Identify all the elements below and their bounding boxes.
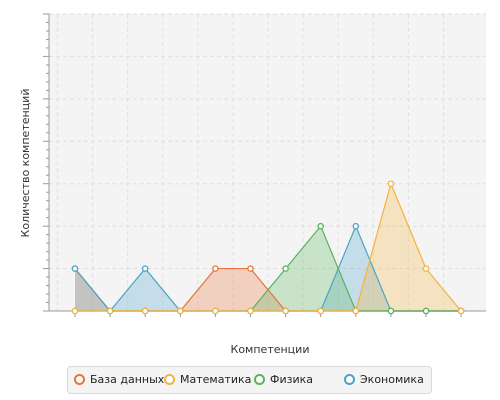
data-point xyxy=(212,265,219,272)
legend-label: Математика xyxy=(180,373,252,386)
legend-marker xyxy=(74,374,85,385)
data-point xyxy=(71,307,79,315)
legend-marker xyxy=(164,374,175,385)
data-point xyxy=(247,307,254,315)
data-point xyxy=(352,307,360,315)
data-point xyxy=(317,222,324,230)
y-axis-title: Количество компетенций xyxy=(19,89,32,238)
data-point xyxy=(422,307,430,315)
data-point xyxy=(282,307,289,315)
legend-marker xyxy=(344,374,355,385)
series-layer xyxy=(71,180,465,315)
x-axis-title: Компетенции xyxy=(231,343,310,356)
data-point xyxy=(177,307,184,315)
series-area xyxy=(75,226,462,311)
plot-background xyxy=(49,14,486,311)
data-point xyxy=(71,265,79,272)
data-point xyxy=(106,307,114,315)
legend-label: Экономика xyxy=(360,373,424,386)
grid xyxy=(49,13,486,311)
legend-item-physics[interactable]: Физика xyxy=(254,373,313,386)
legend-marker xyxy=(254,374,265,385)
data-point xyxy=(387,307,395,315)
data-point xyxy=(141,307,149,315)
data-point xyxy=(247,265,254,272)
legend-item-economics[interactable]: Экономика xyxy=(344,373,424,386)
series-line xyxy=(75,181,462,312)
data-point xyxy=(317,307,324,315)
series-area xyxy=(75,226,462,311)
data-point xyxy=(282,265,289,272)
data-point xyxy=(457,307,465,315)
data-point xyxy=(212,307,219,315)
data-point xyxy=(387,180,395,187)
data-point xyxy=(422,265,430,272)
data-point xyxy=(141,265,149,272)
data-point xyxy=(352,222,360,230)
legend-item-mathematics[interactable]: Математика xyxy=(164,373,251,386)
legend-item-database[interactable]: База данных xyxy=(74,373,164,386)
legend-label: База данных xyxy=(90,373,165,386)
legend: База данных Математика Физика Экономика xyxy=(67,366,432,394)
legend-label: Физика xyxy=(270,373,314,386)
